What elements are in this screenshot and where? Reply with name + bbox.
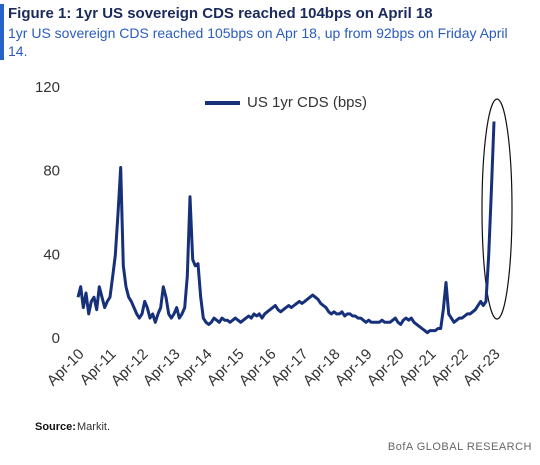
source-label: Source: <box>35 421 76 433</box>
y-tick-label: 0 <box>52 330 60 347</box>
y-tick-label: 40 <box>43 246 60 263</box>
footer: BofA GLOBAL RESEARCH <box>388 441 532 453</box>
y-tick-label: 80 <box>43 163 60 180</box>
series-line <box>76 121 496 335</box>
x-tick-label: Apr-23 <box>460 346 504 390</box>
source: Markit. <box>77 421 110 433</box>
header: Figure 1: 1yr US sovereign CDS reached 1… <box>0 4 540 60</box>
chart-title: Figure 1: 1yr US sovereign CDS reached 1… <box>8 5 433 22</box>
x-tick-label: Apr-10 <box>44 346 88 390</box>
y-tick-label: 120 <box>35 79 60 96</box>
highlight-ellipse <box>481 98 513 320</box>
legend-label: US 1yr CDS (bps) <box>247 94 367 111</box>
chart-subtitle: 1yr US sovereign CDS reached 105bps on A… <box>8 25 508 59</box>
